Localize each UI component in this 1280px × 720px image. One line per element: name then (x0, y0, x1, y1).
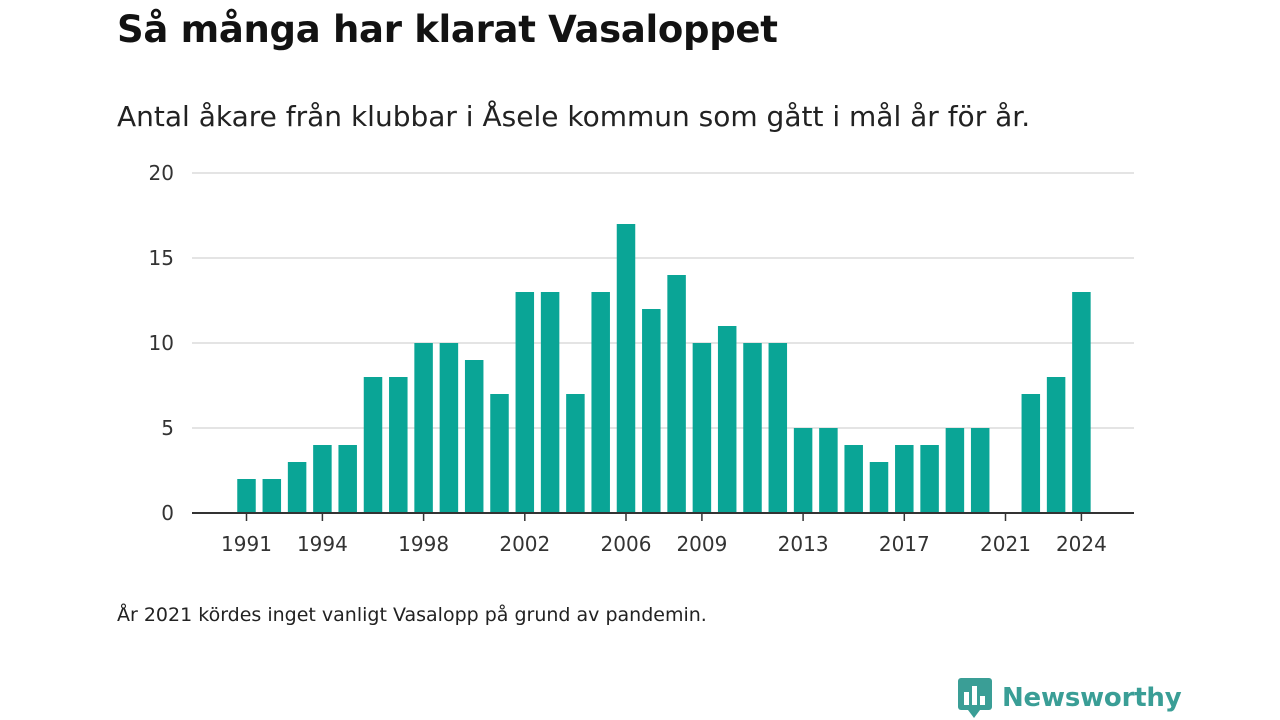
bar (1046, 377, 1066, 513)
bar (566, 394, 585, 513)
x-tick-label: 1991 (221, 532, 272, 556)
x-tick-label: 2024 (1056, 532, 1107, 556)
bar (970, 428, 990, 513)
chart-title: Så många har klarat Vasaloppet (117, 8, 778, 51)
bar (819, 428, 838, 513)
bar (1021, 394, 1041, 513)
bar (338, 445, 357, 513)
x-tick-label: 1994 (297, 532, 348, 556)
chart-subtitle: Antal åkare från klubbar i Åsele kommun … (117, 100, 1031, 133)
x-tick-label: 2021 (980, 532, 1031, 556)
bar (768, 343, 788, 513)
bar (895, 445, 914, 513)
bar (237, 479, 256, 513)
x-tick-label: 2002 (499, 532, 550, 556)
bar (844, 445, 863, 513)
bar (743, 343, 762, 513)
bar (540, 292, 560, 513)
bar (287, 462, 307, 513)
bar (262, 479, 282, 513)
bar (515, 292, 535, 513)
bar (616, 224, 636, 513)
x-tick-label: 2006 (601, 532, 652, 556)
bar (1072, 292, 1091, 513)
x-tick-label: 2017 (879, 532, 930, 556)
bar (793, 428, 813, 513)
bar-chart: 0 5 10 15 20 1991 1994 1998 2002 2006 2009 2013 2017… (149, 161, 1134, 556)
bar (414, 343, 433, 513)
bar (869, 462, 889, 513)
bar (667, 275, 686, 513)
y-tick-label: 15 (149, 246, 174, 270)
x-tick-label: 2013 (778, 532, 829, 556)
newsworthy-logo-icon (958, 678, 992, 718)
brand-name: Newsworthy (1002, 683, 1182, 713)
x-tick-label: 1998 (398, 532, 449, 556)
y-tick-label: 20 (149, 161, 174, 185)
bar (920, 445, 939, 513)
y-tick-label: 10 (149, 331, 174, 355)
brand-logo[interactable]: Newsworthy (958, 678, 1182, 718)
bar (717, 326, 737, 513)
bar (439, 343, 459, 513)
y-tick-label: 5 (161, 416, 174, 440)
bar (692, 343, 712, 513)
x-tick-label: 2009 (676, 532, 727, 556)
bar (945, 428, 965, 513)
bar (464, 360, 484, 513)
bar (363, 377, 383, 513)
footnote: År 2021 kördes inget vanligt Vasalopp på… (117, 604, 707, 626)
bar (490, 394, 509, 513)
bar (313, 445, 332, 513)
y-tick-label: 0 (161, 501, 174, 525)
bar (642, 309, 661, 513)
bar (591, 292, 610, 513)
bar (389, 377, 408, 513)
